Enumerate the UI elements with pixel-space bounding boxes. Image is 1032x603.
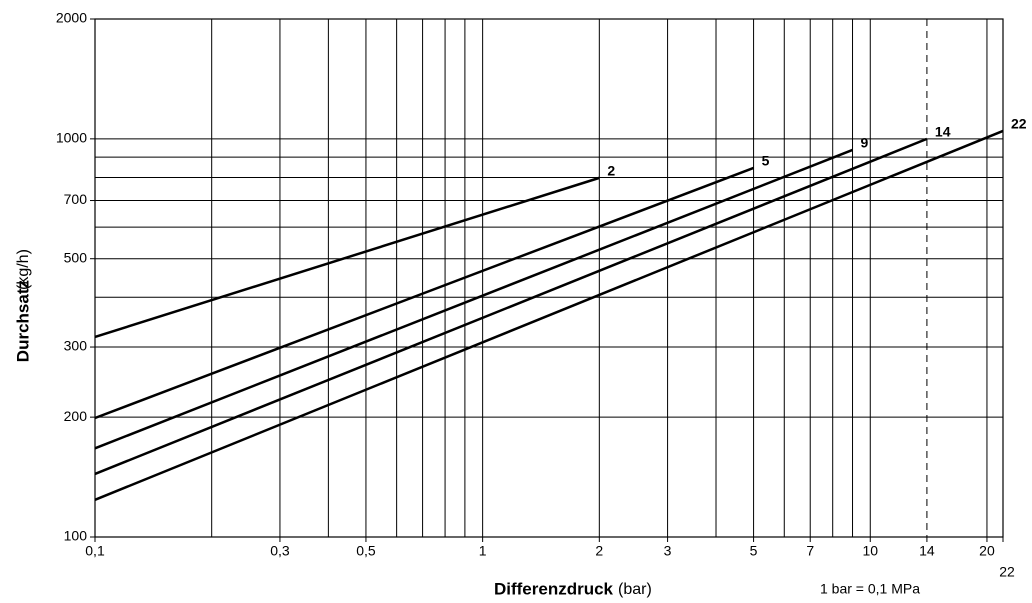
x-tick-label: 5	[750, 543, 758, 559]
note: 1 bar = 0,1 MPa	[820, 581, 920, 597]
y-tick-label: 300	[64, 338, 88, 354]
x-tick-label: 14	[919, 543, 935, 559]
x-tick-label: 22	[999, 564, 1015, 580]
x-tick-label: 20	[979, 543, 995, 559]
x-tick-label: 10	[862, 543, 878, 559]
series-line	[94, 137, 928, 476]
x-axis-label: Differenzdruck	[494, 579, 614, 598]
y-tick-label: 1000	[56, 130, 87, 146]
x-axis-unit: (bar)	[618, 581, 652, 598]
y-tick-label: 2000	[56, 10, 87, 26]
series-label: 5	[762, 153, 770, 169]
y-axis-unit: (kg/h)	[15, 249, 32, 290]
x-tick-label: 2	[595, 543, 603, 559]
y-axis-label: Durchsatz	[13, 280, 32, 362]
x-tick-label: 1	[479, 543, 487, 559]
series-line	[94, 148, 853, 450]
y-tick-label: 100	[64, 528, 88, 544]
x-tick-label: 0,5	[356, 543, 376, 559]
series-line	[94, 166, 755, 420]
y-tick-label: 500	[64, 249, 88, 265]
series-label: 2	[607, 163, 615, 179]
series-label: 9	[861, 135, 869, 151]
series-line	[94, 129, 1004, 501]
y-tick-label: 200	[64, 408, 88, 424]
plot-frame	[94, 18, 1004, 538]
x-tick-label: 0,1	[85, 543, 105, 559]
series-label: 14	[935, 124, 951, 140]
x-tick-label: 3	[664, 543, 672, 559]
x-tick-label: 0,3	[270, 543, 290, 559]
y-tick-label: 700	[64, 191, 88, 207]
x-tick-label: 7	[806, 543, 814, 559]
series-label: 22	[1011, 116, 1027, 132]
series-line	[94, 176, 600, 339]
